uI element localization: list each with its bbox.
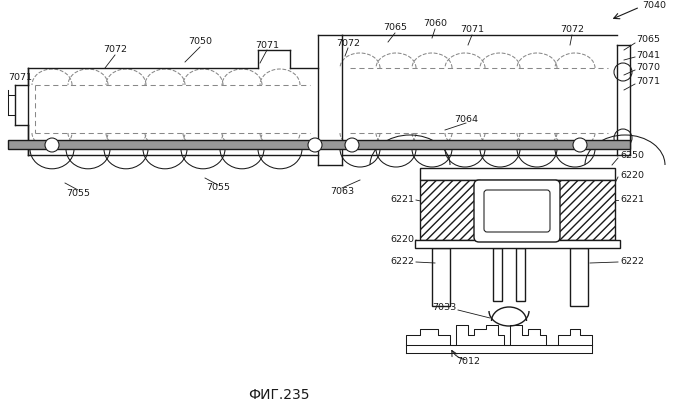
- Bar: [516, 248, 525, 301]
- Circle shape: [308, 138, 322, 152]
- Text: 6220: 6220: [390, 235, 414, 244]
- Text: 6220: 6220: [620, 171, 644, 180]
- FancyBboxPatch shape: [484, 190, 550, 232]
- Text: 7050: 7050: [188, 38, 212, 47]
- Text: ФИГ.235: ФИГ.235: [248, 388, 310, 402]
- Text: 7071: 7071: [8, 74, 32, 83]
- Text: 7064: 7064: [454, 116, 478, 124]
- Text: 7071: 7071: [460, 26, 484, 35]
- Text: 7072: 7072: [103, 45, 127, 55]
- Text: 7071: 7071: [636, 78, 660, 86]
- Bar: [570, 248, 588, 306]
- Text: 6222: 6222: [620, 257, 644, 266]
- Text: 7060: 7060: [423, 19, 447, 28]
- Text: 7040: 7040: [642, 0, 666, 9]
- Text: 7041: 7041: [636, 50, 660, 59]
- Bar: [493, 248, 502, 301]
- Text: 7033: 7033: [432, 302, 456, 311]
- Bar: [8, 140, 630, 149]
- FancyBboxPatch shape: [474, 180, 560, 242]
- Text: 7065: 7065: [383, 24, 407, 33]
- Circle shape: [45, 138, 59, 152]
- Bar: [420, 168, 615, 180]
- Text: 7063: 7063: [330, 188, 354, 197]
- Text: 7065: 7065: [636, 36, 660, 45]
- Circle shape: [614, 63, 632, 81]
- Text: 6221: 6221: [390, 195, 414, 204]
- Text: 7072: 7072: [336, 38, 360, 47]
- Text: 6250: 6250: [620, 150, 644, 159]
- Bar: [420, 180, 480, 240]
- Text: 6221: 6221: [620, 195, 644, 204]
- Bar: [555, 180, 615, 240]
- Text: 7070: 7070: [636, 64, 660, 73]
- Circle shape: [573, 138, 587, 152]
- Text: 7012: 7012: [456, 358, 480, 366]
- Bar: [415, 240, 620, 248]
- Text: 6222: 6222: [390, 257, 414, 266]
- Text: 7055: 7055: [206, 183, 230, 192]
- Text: 7055: 7055: [66, 188, 90, 197]
- Bar: [432, 248, 450, 306]
- Text: 7071: 7071: [255, 40, 279, 50]
- Circle shape: [614, 129, 632, 147]
- Circle shape: [345, 138, 359, 152]
- Text: 7072: 7072: [560, 26, 584, 35]
